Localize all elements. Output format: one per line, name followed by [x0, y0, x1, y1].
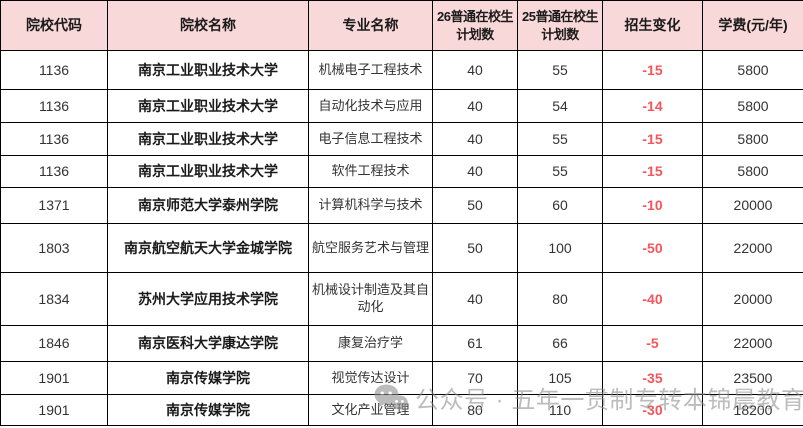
table-row: 1136 南京工业职业技术大学 电子信息工程技术 40 55 -15 5800: [0, 122, 803, 156]
college-code-cell: 1136: [0, 50, 108, 90]
table-row: 1136 南京工业职业技术大学 自动化技术与应用 40 54 -14 5800: [0, 89, 803, 123]
enrollment-change-cell: -30: [602, 394, 703, 426]
enrollment-change-cell: -15: [602, 155, 703, 188]
college-code-cell: 1901: [0, 394, 108, 426]
table-row: 1901 南京传媒学院 文化产业管理 80 110 -30 18200: [0, 394, 803, 426]
table-row: 1136 南京工业职业技术大学 软件工程技术 40 55 -15 5800: [0, 155, 803, 188]
college-code-cell: 1136: [0, 89, 108, 123]
tuition-cell: 22000: [702, 223, 803, 273]
header-plan-25: 25普通在校生计划数: [517, 0, 603, 51]
college-name-cell: 南京传媒学院: [107, 361, 309, 395]
college-code-cell: 1136: [0, 155, 108, 188]
plan-25-cell: 54: [517, 89, 603, 123]
header-row: 院校代码 院校名称 专业名称 26普通在校生计划数 25普通在校生计划数 招生变…: [0, 0, 803, 51]
major-name-cell: 航空服务艺术与管理: [308, 223, 433, 273]
tuition-cell: 20000: [702, 272, 803, 326]
plan-26-cell: 50: [432, 187, 518, 224]
plan-26-cell: 80: [432, 394, 518, 426]
table-body: 1136 南京工业职业技术大学 机械电子工程技术 40 55 -15 5800 …: [0, 50, 803, 426]
enrollment-change-cell: -50: [602, 223, 703, 273]
table-row: 1846 南京医科大学康达学院 康复治疗学 61 66 -5 22000: [0, 325, 803, 362]
plan-25-cell: 105: [517, 361, 603, 395]
plan-25-cell: 60: [517, 187, 603, 224]
plan-25-cell: 100: [517, 223, 603, 273]
enrollment-change-cell: -35: [602, 361, 703, 395]
tuition-cell: 22000: [702, 325, 803, 362]
major-name-cell: 康复治疗学: [308, 325, 433, 362]
plan-25-cell: 66: [517, 325, 603, 362]
college-code-cell: 1834: [0, 272, 108, 326]
tuition-cell: 18200: [702, 394, 803, 426]
enrollment-change-cell: -10: [602, 187, 703, 224]
enrollment-change-cell: -40: [602, 272, 703, 326]
tuition-cell: 5800: [702, 122, 803, 156]
college-code-cell: 1136: [0, 122, 108, 156]
college-name-cell: 南京工业职业技术大学: [107, 122, 309, 156]
major-name-cell: 机械设计制造及其自动化: [308, 272, 433, 326]
plan-26-cell: 40: [432, 50, 518, 90]
plan-25-cell: 80: [517, 272, 603, 326]
table-row: 1136 南京工业职业技术大学 机械电子工程技术 40 55 -15 5800: [0, 50, 803, 90]
header-college-code: 院校代码: [0, 0, 108, 51]
plan-26-cell: 61: [432, 325, 518, 362]
tuition-cell: 23500: [702, 361, 803, 395]
major-name-cell: 软件工程技术: [308, 155, 433, 188]
major-name-cell: 计算机科学与技术: [308, 187, 433, 224]
college-name-cell: 南京医科大学康达学院: [107, 325, 309, 362]
major-name-cell: 电子信息工程技术: [308, 122, 433, 156]
major-name-cell: 文化产业管理: [308, 394, 433, 426]
plan-26-cell: 40: [432, 89, 518, 123]
header-enroll-change: 招生变化: [602, 0, 703, 51]
plan-25-cell: 55: [517, 122, 603, 156]
college-name-cell: 南京传媒学院: [107, 394, 309, 426]
tuition-cell: 20000: [702, 187, 803, 224]
plan-25-cell: 110: [517, 394, 603, 426]
major-name-cell: 机械电子工程技术: [308, 50, 433, 90]
header-plan-26: 26普通在校生计划数: [432, 0, 518, 51]
plan-26-cell: 40: [432, 155, 518, 188]
enrollment-change-cell: -15: [602, 122, 703, 156]
college-code-cell: 1803: [0, 223, 108, 273]
plan-26-cell: 40: [432, 272, 518, 326]
header-major-name: 专业名称: [308, 0, 433, 51]
header-tuition: 学费(元/年): [702, 0, 803, 51]
college-name-cell: 南京师范大学泰州学院: [107, 187, 309, 224]
plan-26-cell: 70: [432, 361, 518, 395]
plan-26-cell: 40: [432, 122, 518, 156]
table-row: 1371 南京师范大学泰州学院 计算机科学与技术 50 60 -10 20000: [0, 187, 803, 224]
plan-25-cell: 55: [517, 50, 603, 90]
table-row: 1901 南京传媒学院 视觉传达设计 70 105 -35 23500: [0, 361, 803, 395]
plan-25-cell: 55: [517, 155, 603, 188]
enrollment-change-cell: -14: [602, 89, 703, 123]
tuition-cell: 5800: [702, 50, 803, 90]
college-name-cell: 南京工业职业技术大学: [107, 50, 309, 90]
major-name-cell: 视觉传达设计: [308, 361, 433, 395]
header-college-name: 院校名称: [107, 0, 309, 51]
college-code-cell: 1846: [0, 325, 108, 362]
enrollment-change-cell: -15: [602, 50, 703, 90]
college-name-cell: 南京工业职业技术大学: [107, 89, 309, 123]
college-code-cell: 1901: [0, 361, 108, 395]
tuition-cell: 5800: [702, 155, 803, 188]
college-name-cell: 南京工业职业技术大学: [107, 155, 309, 188]
enrollment-change-cell: -5: [602, 325, 703, 362]
tuition-cell: 5800: [702, 89, 803, 123]
table-row: 1803 南京航空航天大学金城学院 航空服务艺术与管理 50 100 -50 2…: [0, 223, 803, 273]
major-name-cell: 自动化技术与应用: [308, 89, 433, 123]
college-name-cell: 南京航空航天大学金城学院: [107, 223, 309, 273]
table-row: 1834 苏州大学应用技术学院 机械设计制造及其自动化 40 80 -40 20…: [0, 272, 803, 326]
plan-26-cell: 50: [432, 223, 518, 273]
college-code-cell: 1371: [0, 187, 108, 224]
college-name-cell: 苏州大学应用技术学院: [107, 272, 309, 326]
